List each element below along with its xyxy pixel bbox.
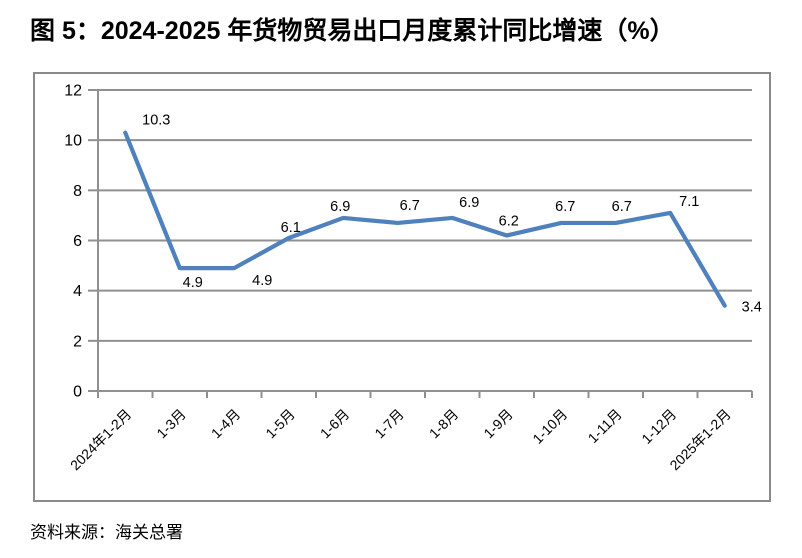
y-tick-label: 12 — [64, 83, 82, 100]
x-tick-label: 1-4月 — [208, 406, 244, 442]
y-tick-label: 4 — [73, 283, 82, 300]
x-tick-label: 2024年1-2月 — [67, 406, 134, 473]
data-label: 6.9 — [330, 199, 350, 215]
y-tick-label: 2 — [73, 333, 82, 350]
y-tick-label: 6 — [73, 233, 82, 250]
x-tick-label: 1-12月 — [638, 406, 679, 447]
data-label: 7.1 — [679, 194, 699, 210]
x-tick-label: 1-6月 — [317, 406, 353, 442]
x-tick-label: 1-8月 — [426, 406, 462, 442]
x-tick-label: 1-9月 — [480, 406, 516, 442]
data-label: 6.7 — [555, 199, 575, 215]
source-note: 资料来源：海关总署 — [30, 523, 183, 542]
x-tick-label: 1-11月 — [585, 406, 625, 446]
x-tick-label: 1-5月 — [262, 406, 298, 442]
data-label: 6.1 — [281, 220, 301, 236]
y-tick-label: 10 — [64, 133, 82, 150]
chart-title: 图 5：2024-2025 年货物贸易出口月度累计同比增速（%） — [30, 17, 675, 45]
x-tick-label: 1-7月 — [371, 406, 407, 442]
data-label: 6.7 — [612, 199, 632, 215]
y-tick-label: 8 — [73, 183, 82, 200]
data-label: 4.9 — [252, 273, 272, 289]
data-label: 6.9 — [459, 195, 479, 211]
data-label: 3.4 — [742, 300, 762, 316]
line-chart: 0 2 4 6 8 10 12 10.3 4.9 4.9 6.1 6.9 6.7 6.9 6.2 6.7 6.7… — [64, 83, 762, 474]
data-label: 4.9 — [183, 275, 203, 291]
x-tick-label: 1-10月 — [529, 406, 570, 447]
data-label: 10.3 — [142, 113, 170, 129]
data-label: 6.2 — [499, 213, 519, 229]
data-label: 6.7 — [400, 198, 420, 214]
x-tick-label: 1-3月 — [153, 406, 189, 442]
series-line — [123, 130, 727, 308]
y-tick-label: 0 — [73, 384, 82, 401]
chart-frame: 0 2 4 6 8 10 12 10.3 4.9 4.9 6.1 6.9 6.7 6.9 6.2 6.7 6.7… — [33, 72, 771, 502]
